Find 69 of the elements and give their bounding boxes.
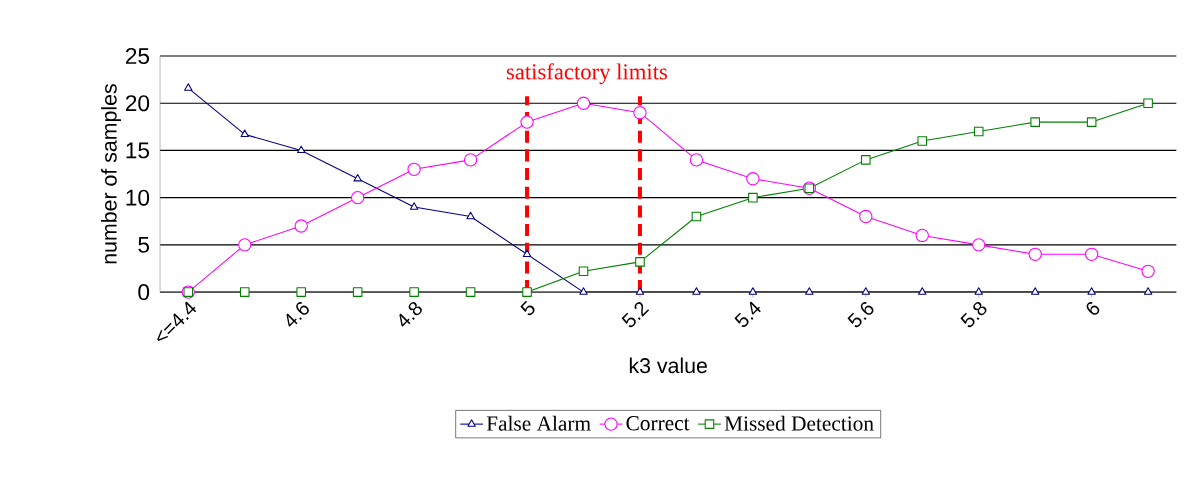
legend-label: Correct: [626, 415, 690, 431]
point: [635, 287, 645, 295]
x-tick-label: 5.2: [621, 301, 650, 327]
point: [520, 115, 534, 129]
point: [465, 287, 476, 297]
x-tick-label: 5: [520, 300, 535, 316]
x-tick-label: 4.6: [286, 301, 309, 327]
point: [1086, 117, 1097, 127]
point: [578, 266, 589, 276]
y-tick-label: 0: [138, 283, 150, 300]
point: [576, 96, 591, 110]
x-axis-title: k3 value: [629, 357, 707, 373]
point: [1084, 247, 1099, 261]
y-tick-label: 20: [125, 94, 150, 112]
point: [918, 287, 927, 295]
point: [409, 287, 419, 297]
point: [746, 171, 760, 186]
x-tick-label: 4.8: [399, 301, 422, 327]
point: [294, 219, 308, 233]
point: [184, 83, 193, 91]
point: [522, 249, 532, 257]
point: [296, 287, 307, 297]
x-tick-label: 5.8: [960, 301, 987, 327]
point: [973, 126, 984, 137]
point: [238, 237, 252, 252]
point: [240, 129, 249, 137]
point: [1141, 264, 1155, 278]
x-tick-label: 5.6: [847, 301, 874, 327]
legend-label: False Alarm: [486, 415, 591, 431]
point: [352, 287, 363, 297]
point: [1087, 287, 1096, 295]
point: [239, 287, 250, 297]
x-tick-label: 5.4: [734, 301, 761, 327]
point: [466, 211, 475, 219]
point: [463, 152, 478, 167]
point: [1030, 117, 1040, 127]
point: [1028, 247, 1042, 261]
y-tick-label: 10: [126, 189, 150, 206]
point: [353, 173, 362, 182]
point: [689, 152, 704, 167]
point: [861, 154, 871, 165]
point: [974, 287, 983, 295]
x-tick-label: 6: [1086, 301, 1100, 315]
point: [859, 209, 873, 223]
annotation: satisfactory limits: [506, 63, 668, 84]
point: [635, 256, 645, 267]
point: [972, 237, 986, 252]
y-tick-label: 15: [126, 142, 150, 159]
point: [917, 135, 928, 146]
point: [522, 287, 532, 297]
point: [692, 287, 701, 295]
point: [1143, 98, 1153, 108]
point: [861, 287, 871, 295]
point: [805, 287, 814, 295]
point: [915, 228, 929, 242]
y-tick-label: 5: [138, 236, 150, 253]
point: [748, 192, 758, 203]
point: [407, 162, 421, 176]
point: [579, 287, 588, 295]
y-tick-label: 25: [125, 47, 150, 64]
point: [1143, 287, 1153, 295]
point: [1030, 287, 1040, 295]
legend-label: Missed Detection: [724, 415, 874, 431]
point: [350, 190, 365, 205]
point: [633, 105, 647, 120]
y-axis-title: number of samples: [101, 83, 121, 264]
point: [748, 287, 758, 295]
point: [409, 202, 419, 210]
point: [296, 145, 306, 153]
